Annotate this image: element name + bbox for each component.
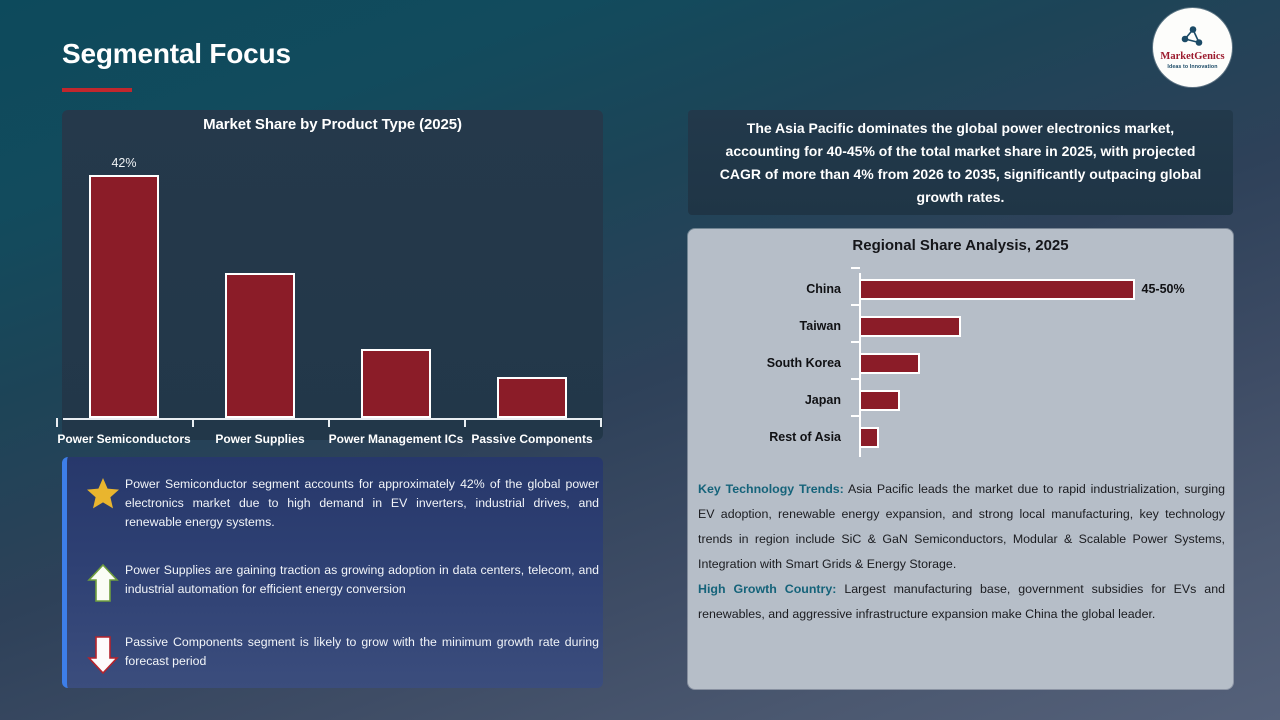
axis-tick — [851, 341, 860, 343]
segment-insights-panel: Power Semiconductor segment accounts for… — [62, 457, 603, 688]
axis-tick — [851, 304, 860, 306]
category-label: Power Supplies — [215, 432, 305, 446]
regional-plot-area: China 45-50% Taiwan South Korea Japan Rest of… — [688, 263, 1233, 463]
key-technology-trends-text: Asia Pacific leads the market due to rap… — [698, 482, 1225, 571]
product-type-category-labels: Power Semiconductors Power Supplies Power … — [57, 428, 603, 478]
regional-row: Taiwan — [688, 314, 961, 338]
regional-row: China 45-50% — [688, 277, 1185, 301]
regional-row: South Korea — [688, 351, 920, 375]
high-growth-country-label: High Growth Country: — [698, 582, 837, 596]
category-label: Power Management ICs — [328, 432, 464, 446]
bar-japan — [859, 389, 900, 411]
product-type-chart-title: Market Share by Product Type (2025) — [203, 116, 462, 133]
key-technology-trends-label: Key Technology Trends: — [698, 482, 844, 496]
region-label: Rest of Asia — [769, 430, 841, 444]
x-axis-line — [63, 418, 601, 420]
regional-share-panel: Regional Share Analysis, 2025 China 45-50… — [688, 229, 1233, 689]
region-label: Japan — [804, 393, 841, 407]
product-type-chart-panel: Market Share by Product Type (2025) 42% … — [56, 110, 603, 446]
bar-power-semiconductors — [89, 174, 159, 418]
high-growth-country-text: Largest manufacturing base, government s… — [698, 582, 1225, 621]
star-icon — [81, 475, 125, 510]
axis-tick — [328, 418, 330, 427]
company-logo: MarketGenics Ideas to Innovation — [1153, 8, 1232, 87]
title-underline-rule — [62, 88, 132, 92]
stat-banner-text: The Asia Pacific dominates the global po… — [719, 119, 1202, 205]
product-type-bars: 42% — [62, 140, 603, 418]
regional-chart-title: Regional Share Analysis, 2025 — [852, 237, 1069, 254]
axis-tick — [192, 418, 194, 427]
regional-analysis-text: Key Technology Trends: Asia Pacific lead… — [698, 477, 1225, 627]
axis-tick — [851, 378, 860, 380]
insight-item-2: Power Supplies are gaining traction as g… — [81, 561, 601, 603]
arrow-down-icon — [81, 633, 125, 675]
logo-name: MarketGenics — [1160, 51, 1225, 62]
axis-tick — [464, 418, 466, 427]
axis-tick — [56, 418, 58, 427]
bar-china — [859, 278, 1135, 300]
region-label: South Korea — [766, 356, 841, 370]
insight-item-1: Power Semiconductor segment accounts for… — [81, 475, 601, 532]
axis-tick — [851, 267, 860, 269]
insight-item-3: Passive Components segment is likely to … — [81, 633, 601, 675]
molecule-icon — [1181, 26, 1202, 46]
axis-tick — [851, 415, 860, 417]
bar-value-label: 45-50% — [1141, 282, 1185, 296]
arrow-up-icon — [81, 561, 125, 603]
bar-taiwan — [859, 315, 961, 337]
region-label: China — [806, 282, 841, 296]
bar-value-label: 42% — [111, 155, 137, 170]
axis-tick — [600, 418, 602, 427]
regional-row: Japan — [688, 388, 900, 412]
insight-text-1: Power Semiconductor segment accounts for… — [125, 477, 599, 529]
bar-power-supplies — [225, 273, 295, 418]
region-label: Taiwan — [799, 319, 841, 333]
product-type-plot-area: 42% Power Semiconductors Power Supplies Po… — [56, 140, 603, 446]
insight-text-2: Power Supplies are gaining traction as g… — [125, 563, 599, 596]
regional-row: Rest of Asia — [688, 425, 880, 449]
page-title: Segmental Focus — [62, 38, 291, 69]
bar-passive-components — [497, 377, 567, 418]
insight-text-3: Passive Components segment is likely to … — [125, 635, 599, 668]
bar-power-management-ics — [361, 348, 431, 418]
category-label: Passive Components — [471, 432, 593, 446]
logo-tagline: Ideas to Innovation — [1167, 64, 1218, 70]
category-label: Power Semiconductors — [57, 432, 191, 446]
asia-pacific-stat-banner: The Asia Pacific dominates the global po… — [688, 110, 1233, 215]
bar-south-korea — [859, 352, 920, 374]
bar-rest-of-asia — [859, 426, 880, 448]
